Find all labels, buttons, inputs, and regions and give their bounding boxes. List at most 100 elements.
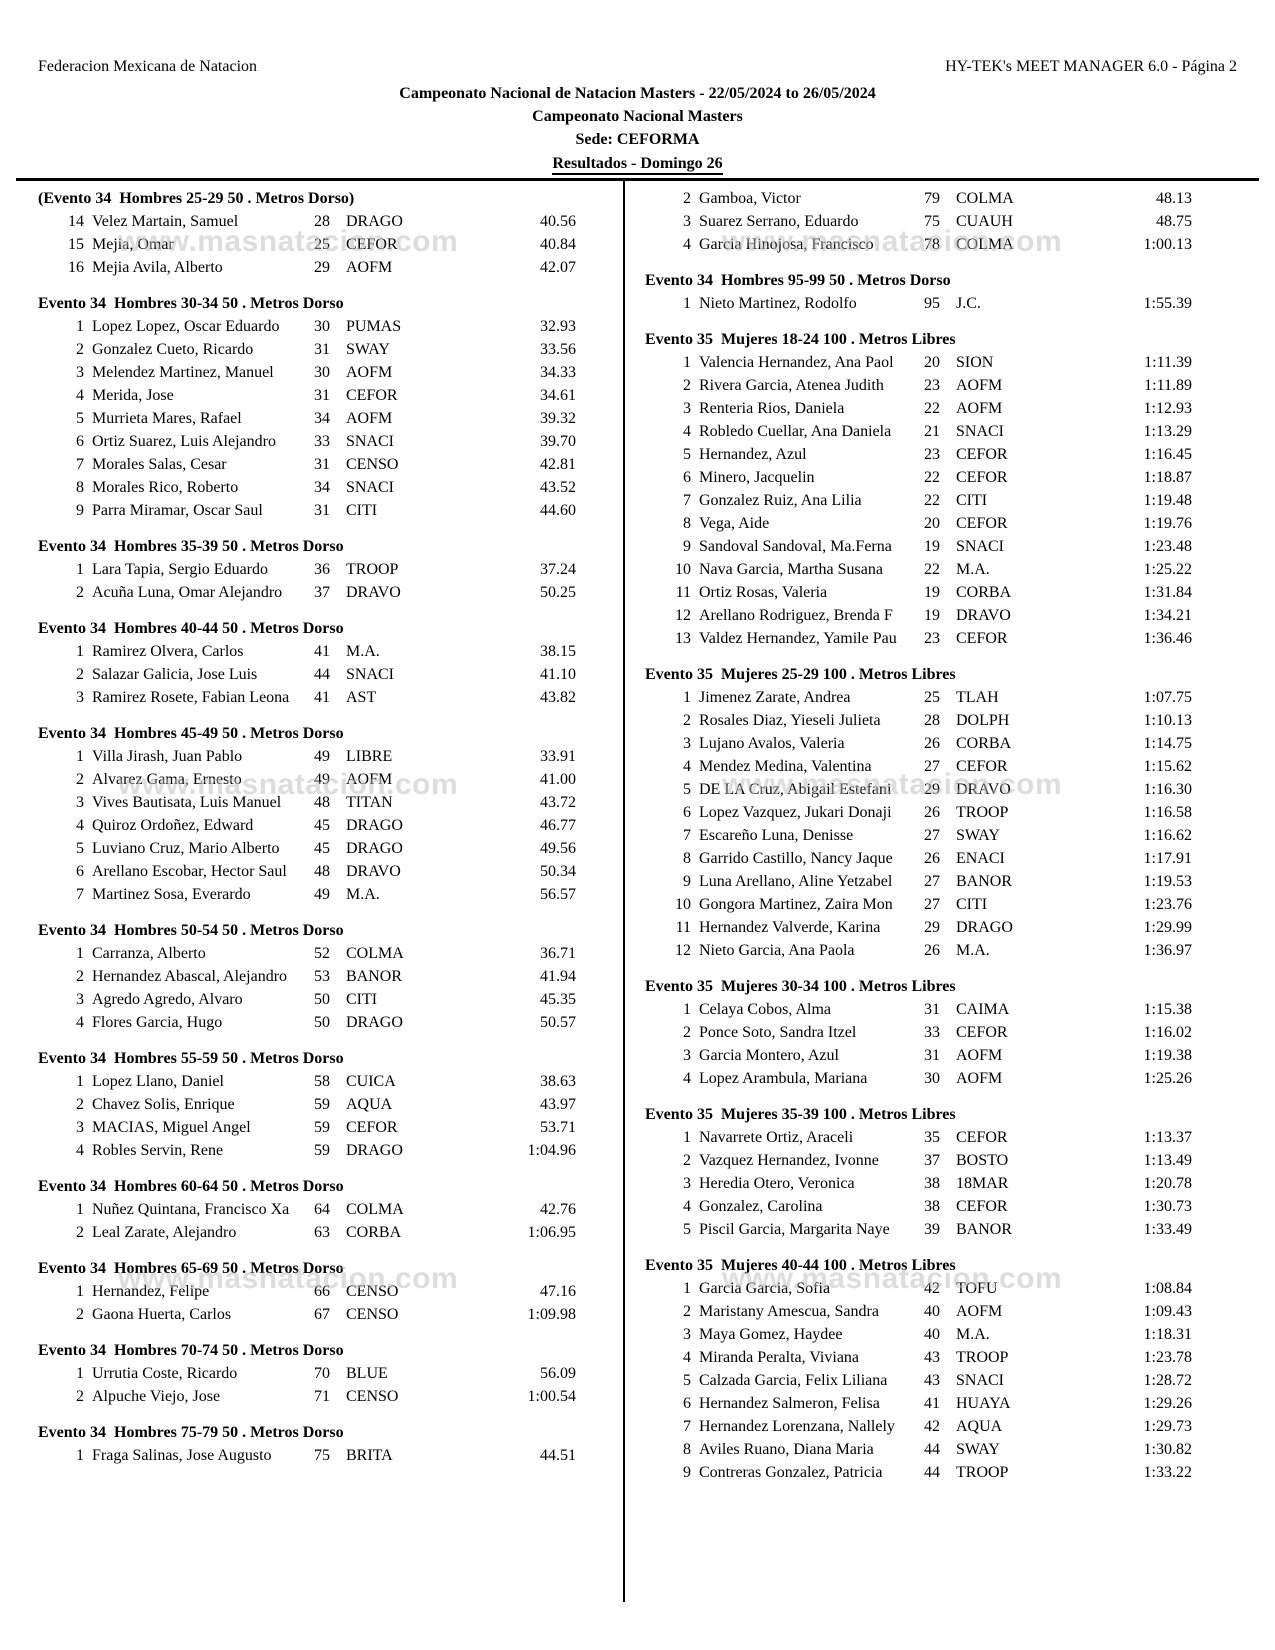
result-age: 38 [924,1175,940,1192]
result-name: Melendez Martinez, Manuel [92,364,274,381]
result-team: M.A. [956,1326,990,1343]
result-row: 3 MACIAS, Miguel Angel 59 CEFOR 53.71 [38,1116,576,1139]
result-time: 1:20.78 [1143,1175,1192,1192]
result-place: 12 [675,942,691,959]
result-team: AOFM [956,1303,1003,1320]
result-time: 1:14.75 [1143,735,1192,752]
result-name: Arellano Escobar, Hector Saul [92,863,287,880]
result-team: AQUA [346,1096,393,1113]
result-team: AOFM [346,410,393,427]
result-name: Valdez Hernandez, Yamile Pau [699,630,897,647]
result-row: 3 Ramirez Rosete, Fabian Leona 41 AST 43.82 [38,686,576,709]
result-team: CENSO [346,1283,399,1300]
result-team: TROOP [956,804,1009,821]
result-place: 1 [683,1129,691,1146]
result-time: 1:30.73 [1143,1198,1192,1215]
result-age: 71 [314,1388,330,1405]
result-place: 4 [76,817,84,834]
event-heading: Evento 34 Hombres 50-54 50 . Metros Dors… [38,922,344,939]
result-row: 9 Luna Arellano, Aline Yetzabel 27 BANOR 1:1… [645,870,1192,893]
result-team: DRAGO [346,213,403,230]
result-team: CENSO [346,456,399,473]
result-age: 66 [314,1283,330,1300]
result-name: Gaona Huerta, Carlos [92,1306,232,1323]
result-time: 1:15.38 [1143,1001,1192,1018]
result-team: DRAVO [956,607,1011,624]
event-heading: Evento 35 Mujeres 40-44 100 . Metros Lib… [645,1257,956,1274]
event-section: Evento 35 Mujeres 30-34 100 . Metros Lib… [645,975,1192,1090]
result-age: 41 [314,689,330,706]
result-name: Hernandez, Felipe [92,1283,210,1300]
result-team: CENSO [346,1388,399,1405]
result-age: 45 [314,840,330,857]
result-row: 1 Valencia Hernandez, Ana Paol 20 SION 1:11.… [645,351,1192,374]
result-team: CEFOR [346,387,398,404]
result-row: 4 Mendez Medina, Valentina 27 CEFOR 1:15.62 [645,755,1192,778]
event-section: Evento 35 Mujeres 25-29 100 . Metros Lib… [645,663,1192,962]
result-name: Miranda Peralta, Viviana [699,1349,860,1366]
result-team: SWAY [346,341,390,358]
result-team: CEFOR [346,236,398,253]
result-time: 34.33 [540,364,576,381]
result-name: MACIAS, Miguel Angel [92,1119,251,1136]
result-age: 39 [924,1221,940,1238]
result-time: 41.94 [540,968,576,985]
result-row: 1 Urrutia Coste, Ricardo 70 BLUE 56.09 [38,1362,576,1385]
result-time: 1:29.26 [1143,1395,1192,1412]
result-row: 1 Hernandez, Felipe 66 CENSO 47.16 [38,1280,576,1303]
result-age: 33 [314,433,330,450]
result-row: 4 Lopez Arambula, Mariana 30 AOFM 1:25.26 [645,1067,1192,1090]
result-row: 4 Gonzalez, Carolina 38 CEFOR 1:30.73 [645,1195,1192,1218]
result-place: 1 [683,354,691,371]
result-name: Calzada Garcia, Felix Liliana [699,1372,888,1389]
result-row: 2 Salazar Galicia, Jose Luis 44 SNACI 41.10 [38,663,576,686]
result-team: CUAUH [956,213,1013,230]
result-team: CEFOR [956,515,1008,532]
result-row: 3 Suarez Serrano, Eduardo 75 CUAUH 48.75 [645,210,1192,233]
result-age: 78 [924,236,940,253]
result-age: 26 [924,850,940,867]
result-team: BANOR [346,968,403,985]
result-place: 9 [683,873,691,890]
event-section: Evento 35 Mujeres 35-39 100 . Metros Lib… [645,1103,1192,1241]
result-age: 22 [924,561,940,578]
result-row: 1 Lara Tapia, Sergio Eduardo 36 TROOP 37.24 [38,558,576,581]
result-name: Minero, Jacquelin [699,469,815,486]
result-place: 1 [76,1073,84,1090]
result-row: 5 Calzada Garcia, Felix Liliana 43 SNACI 1:2… [645,1369,1192,1392]
result-team: SNACI [346,479,395,496]
result-place: 4 [683,758,691,775]
result-name: Garcia Hinojosa, Francisco [699,236,874,253]
result-row: 5 Luviano Cruz, Mario Alberto 45 DRAGO 49.56 [38,837,576,860]
result-time: 1:29.73 [1143,1418,1192,1435]
result-team: CAIMA [956,1001,1010,1018]
result-age: 95 [924,295,940,312]
result-row: 10 Gongora Martinez, Zaira Mon 27 CITI 1:23.… [645,893,1192,916]
result-time: 42.81 [540,456,576,473]
event-section: Evento 34 Hombres 50-54 50 . Metros Dors… [38,919,576,1034]
result-row: 8 Garrido Castillo, Nancy Jaque 26 ENACI 1:1… [645,847,1192,870]
result-time: 1:13.37 [1143,1129,1192,1146]
result-team: AST [346,689,377,706]
result-row: 2 Rivera Garcia, Atenea Judith 23 AOFM 1:11.… [645,374,1192,397]
result-place: 1 [76,318,84,335]
result-row: 9 Sandoval Sandoval, Ma.Ferna 19 SNACI 1:23.… [645,535,1192,558]
result-time: 1:00.54 [527,1388,576,1405]
result-time: 53.71 [540,1119,576,1136]
result-team: AQUA [956,1418,1003,1435]
result-team: CORBA [346,1224,402,1241]
result-place: 7 [683,827,691,844]
result-age: 64 [314,1201,330,1218]
result-name: Fraga Salinas, Jose Augusto [92,1447,272,1464]
result-team: 18MAR [956,1175,1009,1192]
result-age: 35 [924,1129,940,1146]
result-name: Merida, Jose [92,387,174,404]
result-age: 44 [314,666,330,683]
result-place: 15 [68,236,84,253]
result-age: 26 [924,804,940,821]
result-time: 1:18.87 [1143,469,1192,486]
result-age: 42 [924,1418,940,1435]
result-row: 11 Hernandez Valverde, Karina 29 DRAGO 1:29.… [645,916,1192,939]
result-place: 2 [683,1152,691,1169]
result-row: 12 Arellano Rodriguez, Brenda F 19 DRAVO 1:3… [645,604,1192,627]
